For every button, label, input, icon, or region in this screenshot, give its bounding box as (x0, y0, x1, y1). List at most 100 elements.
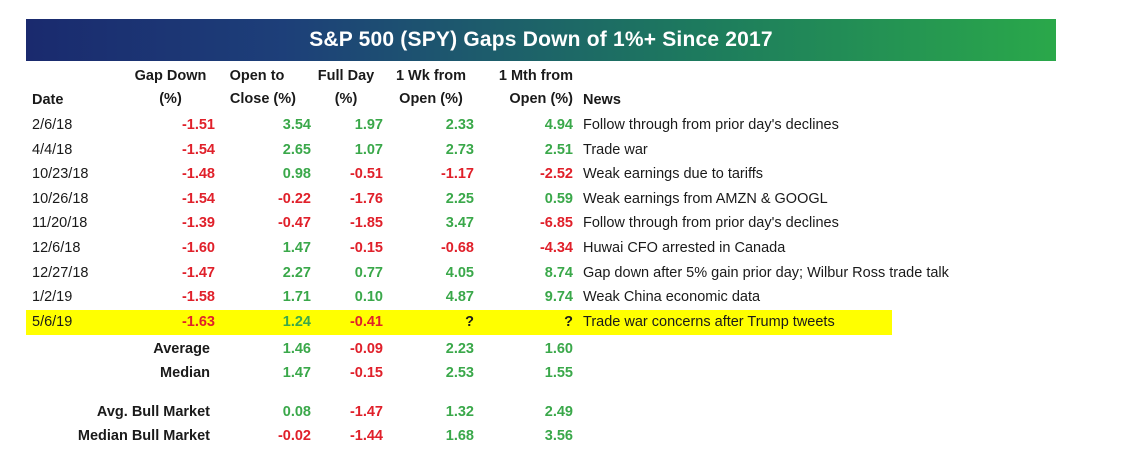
header-date: Date (32, 89, 63, 112)
cell-1wk: 2.33 (445, 117, 474, 133)
cell-gap-down: -1.60 (181, 240, 215, 256)
cell-gap-down: -1.54 (181, 190, 215, 207)
cell-1mth: 2.51 (544, 141, 573, 158)
cell-news: Weak earnings from AMZN & GOOGL (583, 190, 828, 207)
cell-gap-down: -1.47 (181, 264, 215, 281)
table-row: 10/23/18 -1.48 0.98 -0.51 -1.17 -2.52 Weak ear… (26, 162, 892, 187)
header-news: News (583, 89, 621, 112)
cell-gap-down: -1.58 (181, 289, 215, 306)
cell-1wk: 4.87 (445, 289, 474, 306)
cell-news: Huwai CFO arrested in Canada (583, 240, 786, 256)
cell-date: 5/6/19 (32, 313, 73, 330)
summary-full-day: -0.09 (349, 341, 383, 357)
table-title: S&P 500 (SPY) Gaps Down of 1%+ Since 201… (309, 28, 773, 51)
cell-open-to-close: 2.27 (282, 264, 311, 281)
cell-1mth: 9.74 (544, 289, 573, 306)
table-title-banner: S&P 500 (SPY) Gaps Down of 1%+ Since 201… (26, 19, 1056, 61)
table-row-highlighted: 5/6/19 -1.63 1.24 -0.41?? Trade war concerns… (26, 309, 892, 335)
cell-full-day: -1.85 (349, 215, 383, 232)
cell-1wk: ? (465, 313, 474, 330)
summary-label: Avg. Bull Market (96, 404, 210, 420)
cell-1wk: -1.17 (440, 166, 474, 183)
summary-open-to-close: 0.08 (282, 404, 311, 420)
cell-full-day: 1.97 (354, 117, 383, 133)
table-row: 11/20/18 -1.39 -0.47 -1.85 3.47 -6.85 Follow t… (26, 211, 892, 236)
summary-open-to-close: 1.46 (282, 341, 311, 357)
cell-news: Trade war (583, 141, 648, 158)
cell-date: 12/27/18 (32, 264, 89, 281)
cell-open-to-close: 1.71 (282, 289, 311, 306)
cell-news: Follow through from prior day's declines (583, 117, 839, 133)
cell-date: 2/6/18 (32, 117, 73, 133)
cell-1mth: 8.74 (544, 264, 573, 281)
cell-news: Gap down after 5% gain prior day; Wilbur… (583, 264, 949, 281)
header-date-label: Date (32, 92, 64, 108)
summary-1mth: 1.60 (544, 341, 573, 357)
cell-open-to-close: 1.47 (282, 240, 311, 256)
table-row: 1/2/19 -1.58 1.71 0.10 4.87 9.74 Weak China ec… (26, 285, 892, 310)
header-1mth: 1 Mth from Open (%) (476, 65, 573, 111)
cell-open-to-close: -0.22 (277, 190, 311, 207)
cell-open-to-close: 3.54 (282, 117, 311, 133)
cell-full-day: -0.15 (349, 240, 383, 256)
cell-full-day: -1.76 (349, 190, 383, 207)
cell-date: 10/23/18 (32, 166, 89, 183)
header-fd-line1: Full Day (317, 68, 375, 84)
header-otc-line2: Close (%) (229, 91, 296, 107)
header-news-label: News (583, 92, 621, 108)
summary-row: Avg. Bull Market 0.08 -1.47 1.32 2.49 (26, 400, 892, 425)
header-full-day: Full Day (%) (306, 65, 386, 111)
header-wk-line2: Open (%) (399, 91, 463, 107)
cell-1mth: 4.94 (544, 117, 573, 133)
cell-1wk: 2.73 (445, 141, 474, 158)
cell-full-day: 0.10 (354, 289, 383, 306)
summary-row: Median Bull Market -0.02 -1.44 1.68 3.56 (26, 424, 892, 449)
header-otc-line1: Open to (229, 68, 285, 84)
cell-full-day: 0.77 (354, 264, 383, 281)
table-row: 4/4/18 -1.54 2.65 1.07 2.73 2.51 Trade war (26, 138, 892, 163)
cell-open-to-close: 0.98 (282, 166, 311, 183)
header-mth-line2: Open (%) (509, 91, 573, 107)
cell-news: Weak earnings due to tariffs (583, 166, 764, 183)
cell-1mth: -6.85 (539, 215, 573, 232)
cell-1wk: 4.05 (445, 264, 474, 281)
summary-row: Median 1.47 -0.15 2.53 1.55 (26, 361, 892, 386)
cell-full-day: 1.07 (354, 141, 383, 158)
table-row: 12/27/18 -1.47 2.27 0.77 4.05 8.74 Gap down af… (26, 261, 949, 286)
table-row: 10/26/18 -1.54 -0.22 -1.76 2.25 0.59 Weak earn… (26, 187, 892, 212)
cell-date: 4/4/18 (32, 141, 73, 158)
cell-news: Weak China economic data (583, 289, 761, 306)
table-row: 12/6/18 -1.60 1.47 -0.15 -0.68 -4.34 Huwai CFO… (26, 236, 892, 261)
summary-label: Median Bull Market (77, 428, 210, 444)
summary-1mth: 3.56 (544, 428, 573, 444)
header-fd-line2: (%) (334, 91, 358, 107)
header-1wk: 1 Wk from Open (%) (385, 65, 477, 111)
cell-date: 11/20/18 (32, 215, 88, 232)
summary-1wk: 1.68 (445, 428, 474, 444)
summary-open-to-close: -0.02 (277, 428, 311, 444)
cell-1mth: ? (564, 313, 573, 330)
header-gap-down: Gap Down (%) (126, 65, 215, 111)
cell-open-to-close: 1.24 (282, 313, 311, 330)
header-wk-line1: 1 Wk from (395, 68, 467, 84)
cell-date: 1/2/19 (32, 289, 73, 306)
cell-1wk: 3.47 (445, 215, 474, 232)
cell-gap-down: -1.54 (181, 141, 215, 158)
cell-open-to-close: 2.65 (282, 141, 311, 158)
header-open-to-close: Open to Close (%) (210, 65, 296, 111)
summary-1mth: 2.49 (544, 404, 573, 420)
cell-1mth: -4.34 (539, 240, 573, 256)
summary-full-day: -0.15 (349, 365, 383, 381)
cell-news: Trade war concerns after Trump tweets (583, 313, 835, 330)
cell-date: 12/6/18 (32, 240, 81, 256)
cell-news: Follow through from prior day's declines (583, 215, 839, 232)
cell-gap-down: -1.39 (181, 215, 215, 232)
summary-1wk: 2.53 (445, 365, 474, 381)
header-gap-line2: (%) (159, 91, 182, 107)
summary-1wk: 2.23 (445, 341, 474, 357)
cell-open-to-close: -0.47 (277, 215, 311, 232)
summary-label: Average (153, 341, 210, 357)
cell-full-day: -0.51 (349, 166, 383, 183)
summary-1wk: 1.32 (445, 404, 474, 420)
summary-full-day: -1.47 (349, 404, 383, 420)
